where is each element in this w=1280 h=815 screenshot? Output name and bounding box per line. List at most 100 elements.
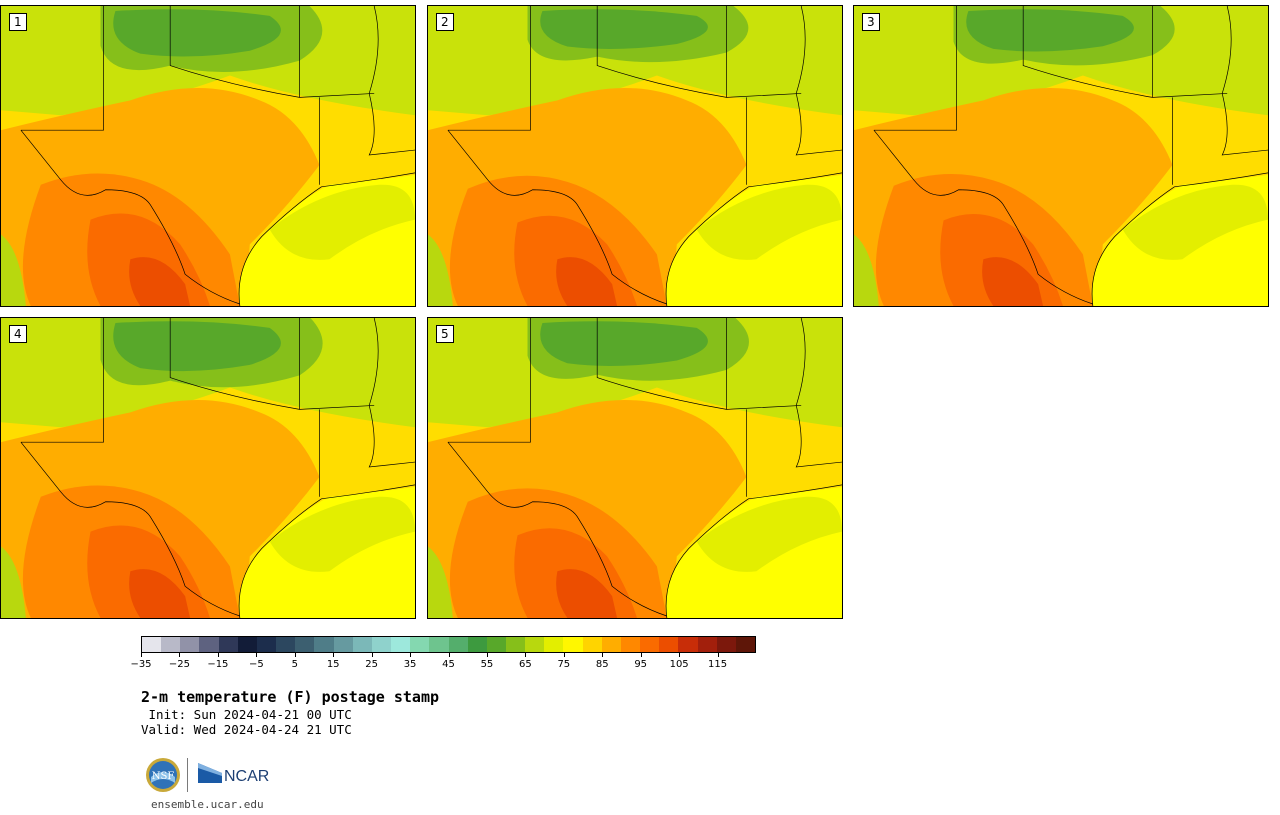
international-border <box>20 129 240 305</box>
colorbar-swatch <box>486 637 506 652</box>
temperature-map <box>854 6 1268 306</box>
colorbar-swatch <box>391 637 411 652</box>
colorbar-swatch <box>697 637 717 652</box>
state-boundary <box>873 6 957 131</box>
colorbar-swatch <box>544 637 564 652</box>
colorbar-tick <box>141 653 142 657</box>
state-boundary <box>596 6 727 98</box>
colorbar-swatch <box>333 637 353 652</box>
colorbar-swatch <box>563 637 583 652</box>
coastline <box>238 484 415 618</box>
colorbar-tick <box>217 653 219 657</box>
international-border <box>447 441 667 617</box>
colorbar-swatch <box>448 637 468 652</box>
state-boundary <box>299 405 375 497</box>
hottest-core <box>129 257 191 306</box>
colorbar-tick-label: 75 <box>557 659 571 670</box>
gulf-cool-patch <box>696 496 842 572</box>
state-boundary <box>368 6 415 156</box>
temperature-map <box>428 318 842 618</box>
state-boundary <box>447 318 531 443</box>
hottest-core <box>129 569 191 618</box>
colorbar-swatch <box>410 637 430 652</box>
colorbar-tick-label: 55 <box>480 659 494 670</box>
green-core <box>540 321 708 367</box>
temperature-map <box>428 6 842 306</box>
colorbar-swatch <box>142 637 162 652</box>
colorbar-swatch <box>735 637 755 652</box>
state-boundary <box>1221 6 1268 156</box>
member-label: 3 <box>862 13 880 31</box>
state-boundary <box>299 93 375 185</box>
colorbar-tick <box>602 653 604 657</box>
mountain-cool <box>428 234 453 306</box>
colorbar-tick <box>333 653 335 657</box>
colorbar-swatch <box>314 637 334 652</box>
colorbar-tick-label: 15 <box>326 659 340 670</box>
temperature-colorbar <box>141 636 756 653</box>
colorbar-tick <box>256 653 258 657</box>
green-core <box>966 9 1134 52</box>
colorbar-tick-label: 105 <box>669 659 689 670</box>
green-core <box>113 9 281 57</box>
colorbar-swatch <box>467 637 487 652</box>
ensemble-member-map-5: 5 <box>427 317 843 619</box>
colorbar-swatch <box>429 637 449 652</box>
gulf-cool-patch <box>269 496 415 572</box>
gulf-cool-patch <box>269 184 415 260</box>
colorbar-tick-label: 65 <box>519 659 532 670</box>
colorbar-tick <box>486 653 488 657</box>
state-boundary <box>596 318 727 410</box>
mountain-cool <box>1 234 26 306</box>
state-boundary <box>447 6 531 131</box>
colorbar-swatch <box>218 637 238 652</box>
colorbar-swatch <box>180 637 200 652</box>
colorbar-tick-label: 95 <box>634 659 648 670</box>
mountain-cool <box>1 546 26 618</box>
hottest-core <box>982 257 1044 306</box>
state-boundary <box>795 6 842 156</box>
ensemble-member-map-3: 3 <box>853 5 1269 307</box>
colorbar-tick <box>679 653 681 657</box>
mountain-cool <box>428 546 453 618</box>
state-boundary <box>20 6 104 131</box>
ensemble-member-map-2: 2 <box>427 5 843 307</box>
ensemble-member-map-4: 4 <box>0 317 416 619</box>
colorbar-tick-label: −15 <box>207 659 229 670</box>
colorbar-tick-label: 25 <box>365 659 378 670</box>
international-border <box>873 129 1093 305</box>
colorbar-tick <box>563 653 565 657</box>
coastline <box>665 172 842 306</box>
colorbar-tick <box>448 653 450 657</box>
colorbar-tick-label: −25 <box>168 659 190 670</box>
state-boundary <box>368 318 415 468</box>
colorbar-swatch <box>620 637 641 652</box>
member-label: 1 <box>9 13 27 31</box>
colorbar-tick <box>410 653 412 657</box>
ncar-logo: NCAR <box>198 763 269 785</box>
international-border <box>20 441 240 617</box>
member-label: 5 <box>436 325 454 343</box>
valid-time: Valid: Wed 2024-04-24 21 UTC <box>141 722 352 737</box>
colorbar-tick-label: 85 <box>595 659 609 670</box>
colorbar-swatch <box>659 637 679 652</box>
colorbar-swatch <box>640 637 660 652</box>
colorbar-tick-label: 35 <box>403 659 417 670</box>
state-boundary <box>1152 93 1228 185</box>
colorbar-swatch <box>237 637 257 652</box>
colorbar-swatch <box>505 637 526 652</box>
member-label: 4 <box>9 325 27 343</box>
nsf-logo: NSF <box>146 758 180 792</box>
colorbar-tick-label: 45 <box>442 659 455 670</box>
nsf-logo-text: NSF <box>152 771 175 782</box>
colorbar-tick <box>179 653 181 657</box>
state-boundary <box>726 93 802 185</box>
green-core <box>113 321 281 372</box>
international-border <box>447 129 667 305</box>
colorbar-tick-label: 5 <box>291 659 298 670</box>
state-boundary <box>169 318 300 410</box>
gulf-cool-patch <box>696 184 842 260</box>
state-boundary <box>20 318 104 443</box>
temperature-map <box>1 318 415 618</box>
state-boundary <box>795 318 842 468</box>
